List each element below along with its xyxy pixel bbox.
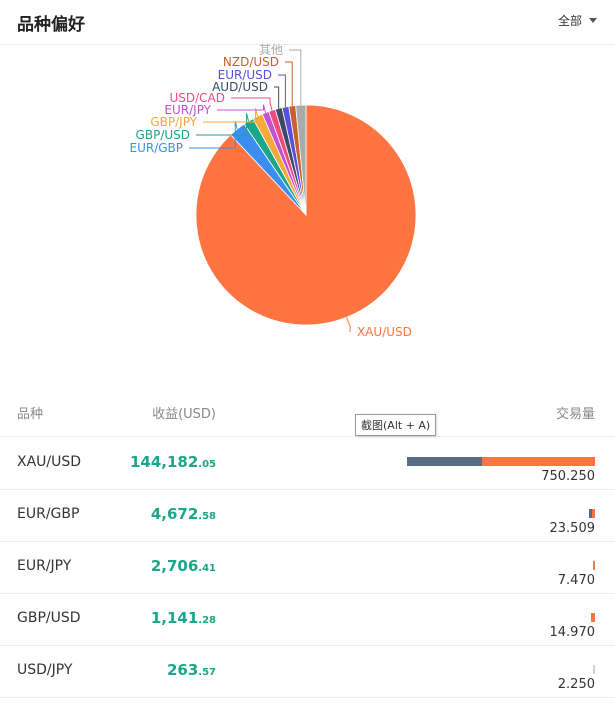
- volume-bar-segment-b: [482, 457, 595, 466]
- profit-integer: 263: [166, 661, 199, 679]
- volume-bar-segment-b: [592, 509, 595, 518]
- volume-bar: [589, 509, 595, 518]
- pie-label-line: [231, 97, 273, 111]
- pie-label-line: [203, 108, 259, 123]
- row-profit: 263.57: [167, 661, 216, 679]
- profit-decimal: .58: [198, 511, 216, 522]
- volume-bar: [593, 561, 595, 570]
- pie-chart: XAU/USD EUR/GBPGBP/USDGBP/JPYEUR/JPYUSD/C…: [129, 43, 417, 339]
- pie-label-line: [285, 61, 293, 106]
- table-row[interactable]: EUR/JPY 2,706.41 7.470: [0, 541, 615, 594]
- profit-decimal: .28: [198, 615, 216, 626]
- table-row[interactable]: GBP/USD 1,141.28 14.970: [0, 593, 615, 646]
- row-profit: 144,182.05: [130, 453, 216, 471]
- volume-bar-segment-b: [593, 665, 595, 674]
- row-symbol: GBP/USD: [17, 610, 81, 626]
- profit-integer: 144,182: [129, 453, 199, 471]
- pie-label: EUR/USD: [218, 68, 272, 82]
- column-header-symbol: 品种: [17, 407, 44, 422]
- profit-integer: 1,141: [150, 609, 199, 627]
- row-volume: 14.970: [549, 625, 596, 640]
- row-profit: 1,141.28: [151, 609, 216, 627]
- pie-label-line: [346, 317, 351, 333]
- pie-label: AUD/USD: [212, 80, 268, 94]
- table-header: 品种 收益(USD) 交易量: [0, 392, 615, 437]
- filter-label: 全部: [557, 14, 582, 28]
- volume-bar-segment-b: [591, 613, 595, 622]
- volume-bar-segment-a: [407, 457, 482, 466]
- pie-label-line: [196, 113, 250, 136]
- panel-title: 品种偏好: [17, 15, 85, 35]
- profit-decimal: .41: [198, 563, 216, 574]
- row-volume: 7.470: [557, 573, 595, 588]
- pie-label: 其他: [259, 43, 283, 57]
- panel-header: 品种偏好 全部: [0, 0, 615, 45]
- pie-label: EUR/JPY: [164, 103, 211, 117]
- row-symbol: XAU/USD: [17, 454, 82, 470]
- profit-decimal: .57: [198, 667, 216, 678]
- column-header-profit: 收益(USD): [152, 407, 216, 422]
- pie-label: XAU/USD: [357, 325, 412, 339]
- pie-label: GBP/USD: [136, 128, 190, 142]
- row-volume: 23.509: [549, 521, 596, 536]
- row-profit: 4,672.58: [151, 505, 216, 523]
- row-symbol: USD/JPY: [17, 662, 73, 678]
- row-volume: 2.250: [557, 677, 595, 692]
- profit-decimal: .05: [198, 459, 216, 470]
- row-volume: 750.250: [541, 469, 595, 484]
- volume-bar-segment-a: [589, 509, 592, 518]
- volume-bar-segment-b: [593, 561, 595, 570]
- screenshot-tooltip: 截图(Alt + A): [355, 414, 437, 436]
- pie-label-line: [217, 104, 266, 113]
- pie-label: GBP/JPY: [150, 115, 197, 129]
- volume-bar: [407, 457, 595, 466]
- pie-label: USD/CAD: [169, 91, 225, 105]
- pie-label: EUR/GBP: [129, 141, 183, 155]
- filter-dropdown[interactable]: 全部: [558, 12, 597, 29]
- row-profit: 2,706.41: [151, 557, 216, 575]
- volume-bar: [591, 613, 595, 622]
- profit-integer: 2,706: [150, 557, 199, 575]
- pie-label-line: [289, 49, 302, 106]
- row-symbol: EUR/JPY: [17, 558, 72, 574]
- column-header-volume: 交易量: [555, 407, 595, 422]
- pie-label-line: [278, 74, 286, 107]
- profit-integer: 4,672: [150, 505, 199, 523]
- table-row[interactable]: XAU/USD 144,182.05 750.250: [0, 437, 615, 490]
- volume-bar: [593, 665, 595, 674]
- pie-label-line: [274, 86, 280, 109]
- caret-down-icon: [589, 18, 597, 23]
- row-symbol: EUR/GBP: [17, 506, 80, 522]
- pie-label: NZD/USD: [223, 55, 279, 69]
- table-row[interactable]: EUR/GBP 4,672.58 23.509: [0, 489, 615, 542]
- table-row[interactable]: USD/JPY 263.57 2.250: [0, 645, 615, 698]
